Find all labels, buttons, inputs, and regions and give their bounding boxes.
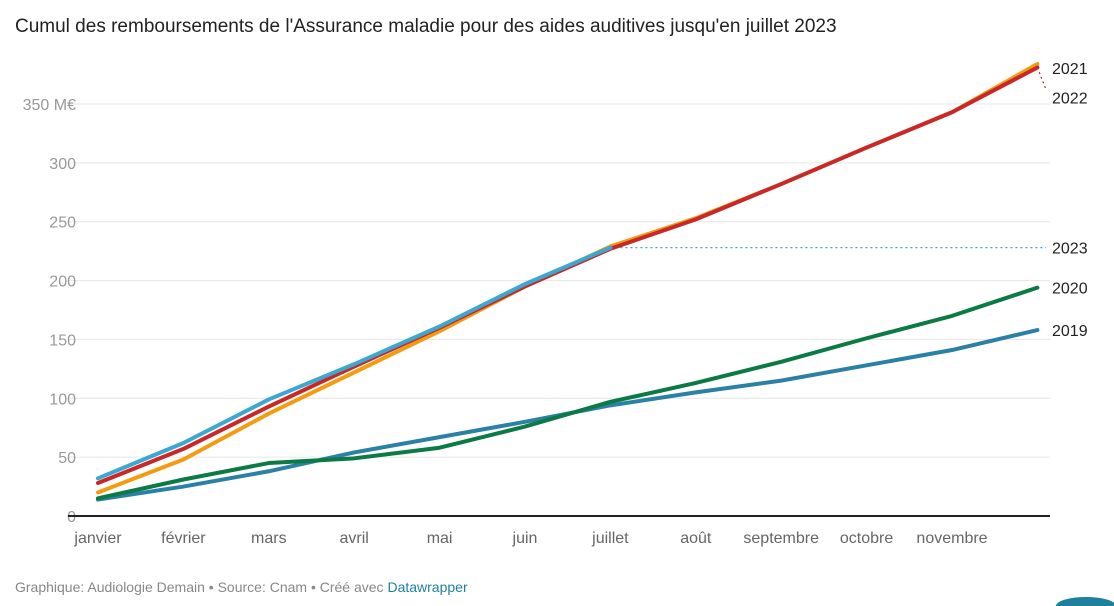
x-tick-label: novembre — [916, 530, 987, 547]
chart-title: Cumul des remboursements de l'Assurance … — [15, 16, 837, 37]
series-line-2021 — [96, 61, 1040, 495]
series-line-2020 — [96, 285, 1040, 501]
y-tick-label: 50 — [58, 450, 76, 467]
datawrapper-link[interactable]: Datawrapper — [387, 579, 468, 595]
y-tick-label: 150 — [49, 332, 76, 349]
y-tick-label: 100 — [49, 391, 76, 408]
share-badge[interactable] — [1056, 597, 1114, 606]
series-label-2023: 2023 — [1052, 241, 1088, 258]
x-tick-label: février — [161, 530, 206, 547]
series-2022-connector — [1036, 67, 1047, 90]
x-tick-label: août — [680, 530, 712, 547]
x-tick-label: janvier — [73, 530, 122, 547]
x-tick-label: juillet — [591, 530, 629, 547]
x-tick-label: septembre — [743, 530, 819, 547]
series-label-2022: 2022 — [1052, 91, 1088, 108]
y-tick-label: 350 M€ — [23, 97, 76, 114]
x-tick-label: mai — [427, 530, 453, 547]
y-tick-label: 0 — [67, 509, 76, 526]
y-tick-label: 300 — [49, 156, 76, 173]
x-tick-label: mars — [251, 530, 287, 547]
y-tick-label: 250 — [49, 215, 76, 232]
series-line-2023 — [96, 245, 613, 481]
x-tick-label: juin — [512, 530, 538, 547]
series-label-2019: 2019 — [1052, 323, 1088, 340]
x-tick-label: octobre — [840, 530, 893, 547]
chart-footer: Graphique: Audiologie Demain • Source: C… — [15, 579, 468, 595]
footer-credits: Graphique: Audiologie Demain • Source: C… — [15, 579, 388, 595]
x-tick-label: avril — [340, 530, 369, 547]
y-tick-label: 200 — [49, 274, 76, 291]
series-label-2020: 2020 — [1052, 281, 1088, 298]
series-label-2021: 2021 — [1052, 61, 1088, 78]
series-line-2022 — [96, 65, 1040, 486]
